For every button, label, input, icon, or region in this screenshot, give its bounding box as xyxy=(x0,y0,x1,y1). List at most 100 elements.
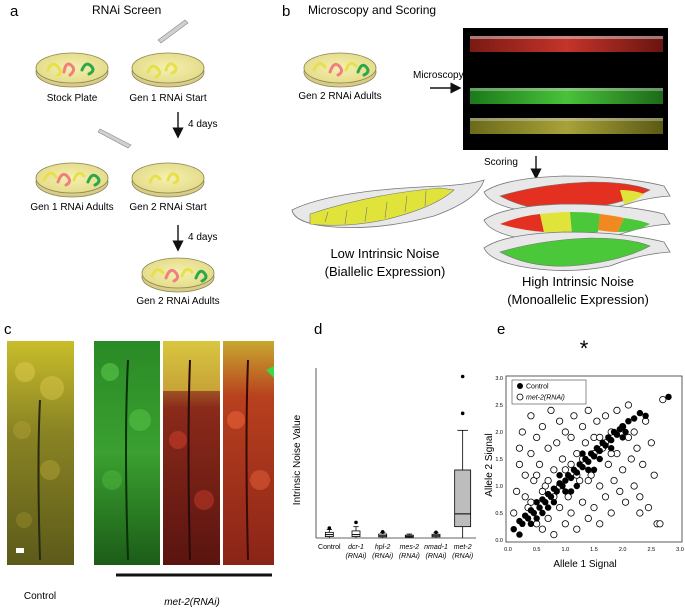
point-met2 xyxy=(538,487,547,495)
met2-label: met-2(RNAi) xyxy=(164,597,220,608)
y-axis-label: Allele 2 Signal xyxy=(484,433,495,496)
point-control xyxy=(536,504,543,511)
x-tick-label: 1.5 xyxy=(590,547,598,553)
scoring-label: Scoring xyxy=(484,157,518,168)
box-plot xyxy=(404,533,414,538)
petri-dish-gen2-adults xyxy=(303,52,377,88)
point-control xyxy=(556,472,563,479)
panel-d: d Intrinsic Noise Value Control dcr-1 (RNA… xyxy=(292,321,476,560)
legend-item-met2: met-2(RNAi) xyxy=(526,395,565,402)
micrograph-met2-green xyxy=(94,341,160,565)
control-label: Control xyxy=(24,591,56,602)
micrograph-met2-red xyxy=(223,341,274,565)
point-met2 xyxy=(515,444,524,452)
point-control xyxy=(573,469,580,476)
x-tick-label: Control xyxy=(318,544,341,551)
point-met2 xyxy=(601,412,610,420)
point-met2 xyxy=(636,493,644,501)
x-tick-label: 1.0 xyxy=(562,547,570,553)
microscopy-image xyxy=(463,28,668,150)
plate-label: Gen 2 RNAi Adults xyxy=(136,296,219,307)
y-tick-label: 2.5 xyxy=(495,403,503,409)
point-met2 xyxy=(636,509,644,517)
point-control xyxy=(642,412,649,419)
point-met2 xyxy=(584,406,592,414)
point-met2 xyxy=(533,471,541,479)
pipette-icon xyxy=(157,19,189,44)
point-control xyxy=(547,493,555,500)
point-met2 xyxy=(538,422,547,431)
outlier-point xyxy=(460,411,465,416)
panel-c-letter: c xyxy=(4,321,12,338)
point-control xyxy=(567,488,575,495)
point-control xyxy=(533,515,540,522)
point-met2 xyxy=(535,460,544,468)
point-control xyxy=(590,453,598,460)
point-control xyxy=(562,488,569,495)
point-met2 xyxy=(515,460,524,468)
panel-c: c Control xyxy=(4,321,274,608)
point-met2 xyxy=(544,514,552,523)
point-met2 xyxy=(564,493,572,501)
point-control xyxy=(636,409,644,417)
point-met2 xyxy=(533,433,541,441)
x-tick-sublabel: (RNAi) xyxy=(372,553,393,560)
point-met2 xyxy=(650,471,658,479)
point-control xyxy=(608,436,615,444)
point-control xyxy=(524,515,532,522)
point-control xyxy=(619,434,626,441)
outlier-point xyxy=(354,520,358,525)
outlier-point xyxy=(380,529,385,534)
plate-label: Gen 2 RNAi Adults xyxy=(298,91,381,102)
point-met2 xyxy=(527,498,535,506)
panel-a-title: RNAi Screen xyxy=(92,3,161,17)
point-met2 xyxy=(553,439,561,447)
micrograph-met2-mixed xyxy=(163,341,220,565)
point-control xyxy=(602,442,609,449)
legend-marker-control xyxy=(517,383,523,389)
x-tick-label: met-2 xyxy=(454,544,472,551)
point-met2 xyxy=(647,439,655,447)
x-tick-label: 0.0 xyxy=(504,547,512,553)
point-control xyxy=(542,499,549,506)
x-axis-label: Allele 1 Signal xyxy=(553,559,616,570)
outlier-point xyxy=(460,374,465,379)
point-control xyxy=(665,393,672,401)
plate-label: Gen 1 RNAi Adults xyxy=(30,202,113,213)
point-met2 xyxy=(573,449,581,458)
box-plot xyxy=(324,526,334,538)
petri-dish-gen1-start xyxy=(131,52,205,88)
point-met2 xyxy=(624,401,633,409)
point-met2 xyxy=(527,449,535,458)
y-axis-label: Intrinsic Noise Value xyxy=(292,414,303,505)
y-tick-label: 1.0 xyxy=(495,484,503,490)
point-control xyxy=(510,526,517,533)
x-tick-sublabel: (RNAi) xyxy=(346,553,367,560)
point-control xyxy=(625,418,632,425)
high-noise-subtitle: (Monoallelic Expression) xyxy=(507,292,649,307)
petri-dish-gen2-start xyxy=(131,162,205,198)
point-control xyxy=(553,488,560,495)
x-tick-sublabel: (RNAi) xyxy=(399,553,420,560)
interval-label: 4 days xyxy=(188,232,217,243)
point-met2 xyxy=(624,433,633,441)
legend: Control met-2(RNAi) xyxy=(511,379,587,405)
point-met2 xyxy=(601,493,610,501)
point-met2 xyxy=(596,482,604,490)
x-tick-label: mes-2 xyxy=(400,544,420,551)
point-control xyxy=(573,482,580,490)
panel-a: a RNAi Screen Stock Plate Gen 1 RNAi Sta… xyxy=(10,3,220,307)
plate-label: Gen 2 RNAi Start xyxy=(129,202,206,213)
point-control xyxy=(622,428,629,436)
point-met2 xyxy=(573,525,581,533)
point-met2 xyxy=(619,466,627,474)
point-control xyxy=(585,466,592,473)
point-met2 xyxy=(576,476,584,485)
pipette-icon xyxy=(97,128,132,149)
significance-star: * xyxy=(580,336,589,361)
plate-label: Gen 1 RNAi Start xyxy=(129,93,206,104)
point-control xyxy=(530,509,537,517)
point-met2 xyxy=(555,503,564,512)
point-met2 xyxy=(570,412,578,420)
